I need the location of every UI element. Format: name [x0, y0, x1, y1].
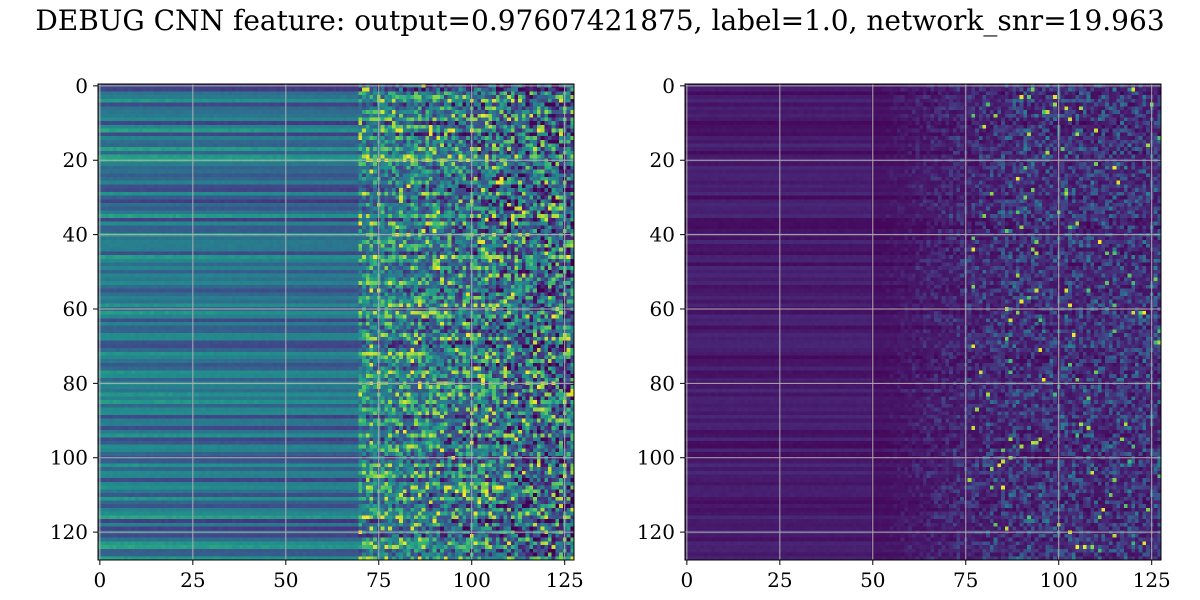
figure-title: DEBUG CNN feature: output=0.97607421875,… [35, 4, 1165, 37]
y-tick-label: 0 [75, 74, 88, 98]
y-tick-label: 40 [650, 223, 675, 247]
right-heatmap-axes: 0 25 50 75 100 125 0 20 40 60 80 100 120 [637, 74, 1171, 592]
y-tick-label: 80 [63, 371, 88, 395]
left-heatmap-axes: 0 25 50 75 100 125 0 20 40 60 80 100 120 [50, 74, 584, 592]
x-tick-label: 0 [680, 568, 693, 592]
y-tick-label: 60 [650, 297, 675, 321]
y-tick-label: 100 [637, 446, 675, 470]
x-tick-label: 100 [453, 568, 491, 592]
heatmap-image [98, 84, 574, 560]
x-tick-label: 50 [273, 568, 298, 592]
heatmap-image [685, 84, 1161, 560]
x-tick-label: 75 [366, 568, 391, 592]
axes-frame [684, 83, 1162, 561]
x-tick-label: 125 [1133, 568, 1171, 592]
x-tick-label: 0 [93, 568, 106, 592]
y-tick-label: 20 [63, 148, 88, 172]
x-tick-label: 100 [1040, 568, 1078, 592]
x-tick-label: 75 [953, 568, 978, 592]
y-tick-label: 100 [50, 446, 88, 470]
x-tick-label: 25 [767, 568, 792, 592]
axes-frame [97, 83, 575, 561]
y-tick-label: 120 [637, 520, 675, 544]
x-tick-label: 25 [180, 568, 205, 592]
y-tick-label: 20 [650, 148, 675, 172]
y-tick-label: 0 [662, 74, 675, 98]
y-tick-label: 120 [50, 520, 88, 544]
y-tick-label: 40 [63, 223, 88, 247]
x-tick-label: 125 [546, 568, 584, 592]
x-tick-label: 50 [860, 568, 885, 592]
y-tick-label: 60 [63, 297, 88, 321]
y-tick-label: 80 [650, 371, 675, 395]
